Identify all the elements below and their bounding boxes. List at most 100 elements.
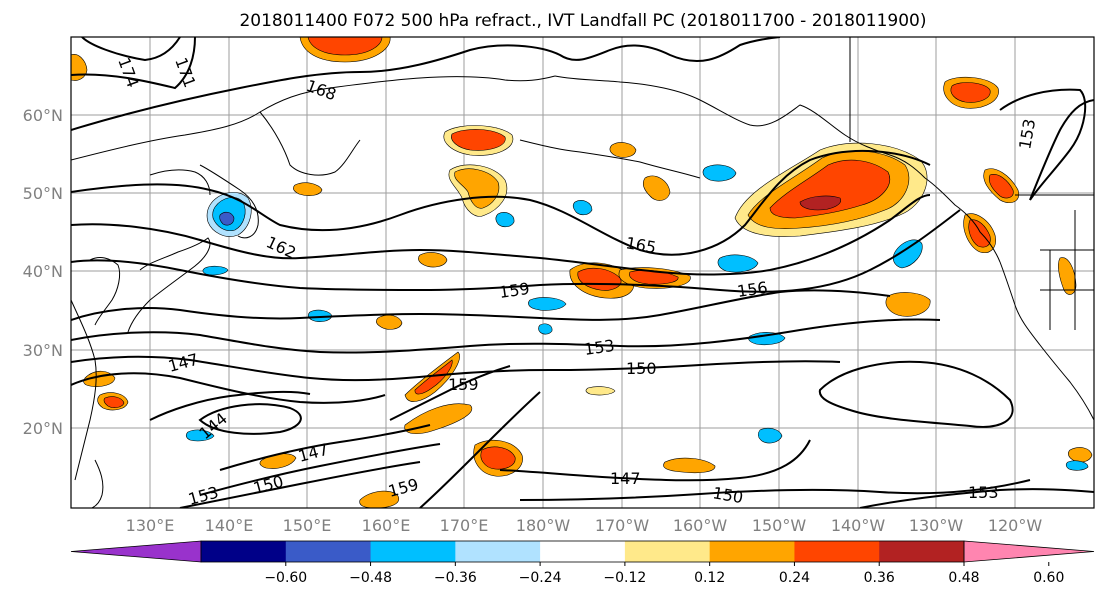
shaded-region-central-1b (454, 168, 500, 209)
colorbar-tick-label: 0.12 (694, 570, 725, 586)
contour-loop-east (818, 360, 1014, 428)
lon-label: 130°E (126, 516, 175, 535)
shaded-region-neg-10 (185, 429, 215, 442)
lon-label: 140°W (831, 516, 886, 535)
lon-label: 180°W (516, 516, 571, 535)
shaded-region-neg-11 (538, 323, 553, 335)
coastline-japan (127, 237, 211, 333)
coastline-china (71, 299, 97, 481)
lon-label: 130°W (909, 516, 964, 535)
lon-label: 120°W (988, 516, 1043, 535)
contour-label: 159 (498, 279, 531, 302)
shaded-region-east-edge (1058, 257, 1077, 295)
coastline-siberia-east (259, 111, 361, 176)
lat-label-30: 30°N (23, 341, 63, 360)
longitude-labels: 130°E 140°E 150°E 160°E 170°E 180°W 170°… (126, 516, 1043, 535)
colorbar-tick-label: −0.36 (434, 570, 477, 586)
height-contours (71, 37, 1094, 508)
colorbar-segment (370, 541, 456, 562)
contour-153-south (179, 461, 421, 508)
contour-174 (81, 37, 181, 62)
coastline-sea-of-okhotsk (149, 169, 211, 196)
shaded-region-neg-9 (757, 427, 783, 444)
shaded-region-coast-red (968, 219, 991, 248)
colorbar-segment (540, 541, 626, 562)
colorbar-segment (794, 541, 880, 562)
latitude-labels: 60°N 50°N 40°N 30°N 20°N (23, 106, 63, 438)
contour-150-east (519, 479, 1031, 501)
shaded-region-east-1 (885, 292, 931, 317)
shaded-region-neg-2 (892, 239, 923, 269)
lon-label: 160°W (673, 516, 728, 535)
lon-label: 150°E (283, 516, 332, 535)
lon-label: 140°E (205, 516, 254, 535)
map-title: 2018011400 F072 500 hPa refract., IVT La… (239, 11, 926, 31)
contour-label: 147 (610, 469, 641, 488)
contour-label: 150 (626, 359, 657, 378)
shaded-region-south-2 (359, 490, 400, 508)
coastline-taiwan-philippines (91, 459, 104, 508)
colorbar-tick-label: 0.36 (864, 570, 895, 586)
contour-label: 156 (736, 278, 769, 301)
lat-label-50: 50°N (23, 184, 63, 203)
colorbar-segment (455, 541, 541, 562)
contour-171 (71, 37, 196, 90)
contour-156-south (389, 365, 511, 421)
coastline-kamchatka (199, 164, 259, 239)
contour-label: 153 (968, 483, 999, 502)
coastline-bc (924, 177, 1001, 263)
shaded-region-neg-8 (202, 265, 229, 276)
coastline-aleutians (519, 139, 701, 179)
shaded-region-neg-12 (1065, 460, 1089, 471)
shaded-region-alaska-n-red (950, 82, 991, 103)
colorbar-segment (285, 541, 372, 562)
shaded-region-small-2 (293, 182, 323, 196)
contour-159 (71, 209, 961, 293)
contour-165 (71, 149, 931, 256)
shaded-region-neg-7 (495, 212, 515, 228)
contour-label: 153 (583, 336, 616, 359)
shaded-region-small-7 (585, 386, 616, 396)
colorbar-segment (201, 541, 287, 562)
shaded-region-small-1 (609, 142, 637, 158)
contour-147-east (499, 439, 811, 482)
contour-150 (71, 355, 841, 382)
contour-loop-west (198, 403, 302, 435)
colorbar-tick-label: −0.12 (603, 570, 646, 586)
colorbar-segment (709, 541, 795, 562)
shaded-region-small-5 (642, 175, 671, 201)
lat-label-20: 20°N (23, 419, 63, 438)
lat-label-60: 60°N (23, 106, 63, 125)
lon-label: 170°E (440, 516, 489, 535)
colorbar-tick-label: −0.60 (264, 570, 307, 586)
shaded-region-small-6 (418, 252, 448, 268)
shaded-region-gulf-max (799, 195, 842, 211)
shaded-region-neg-6 (307, 309, 333, 322)
colorbar: −0.60 −0.48 −0.36 −0.24 −0.12 0.12 0.24 0.36 0.4… (70, 540, 1095, 586)
shaded-region-neg-5 (528, 297, 567, 311)
contour-147 (71, 372, 386, 404)
contour-147-south (219, 424, 431, 471)
lon-label: 170°W (595, 516, 650, 535)
shaded-region-neg-4 (702, 164, 737, 182)
lat-label-40: 40°N (23, 262, 63, 281)
colorbar-segment (879, 541, 965, 562)
shaded-region-nw-coast-red (988, 174, 1014, 199)
shaded-region-small-8 (1068, 447, 1093, 463)
shaded-region-small-3 (376, 314, 403, 330)
coastline-us-west (999, 261, 1094, 421)
shaded-region-neg-kamchatka-deep (219, 211, 235, 226)
contour-ridge-east (999, 88, 1087, 201)
colorbar-tick-label: −0.24 (519, 570, 562, 586)
shaded-field (71, 37, 1093, 508)
colorbar-tick-label: −0.48 (349, 570, 392, 586)
shaded-region-wedge-red (414, 359, 453, 395)
colorbar-segment (624, 541, 711, 562)
contour-159-south (419, 391, 541, 508)
shaded-region-east-sw (663, 457, 716, 474)
colorbar-outline (200, 540, 965, 563)
contour-144 (149, 390, 311, 421)
coastline-asia-north (71, 75, 556, 161)
coastline-korea (89, 257, 121, 326)
